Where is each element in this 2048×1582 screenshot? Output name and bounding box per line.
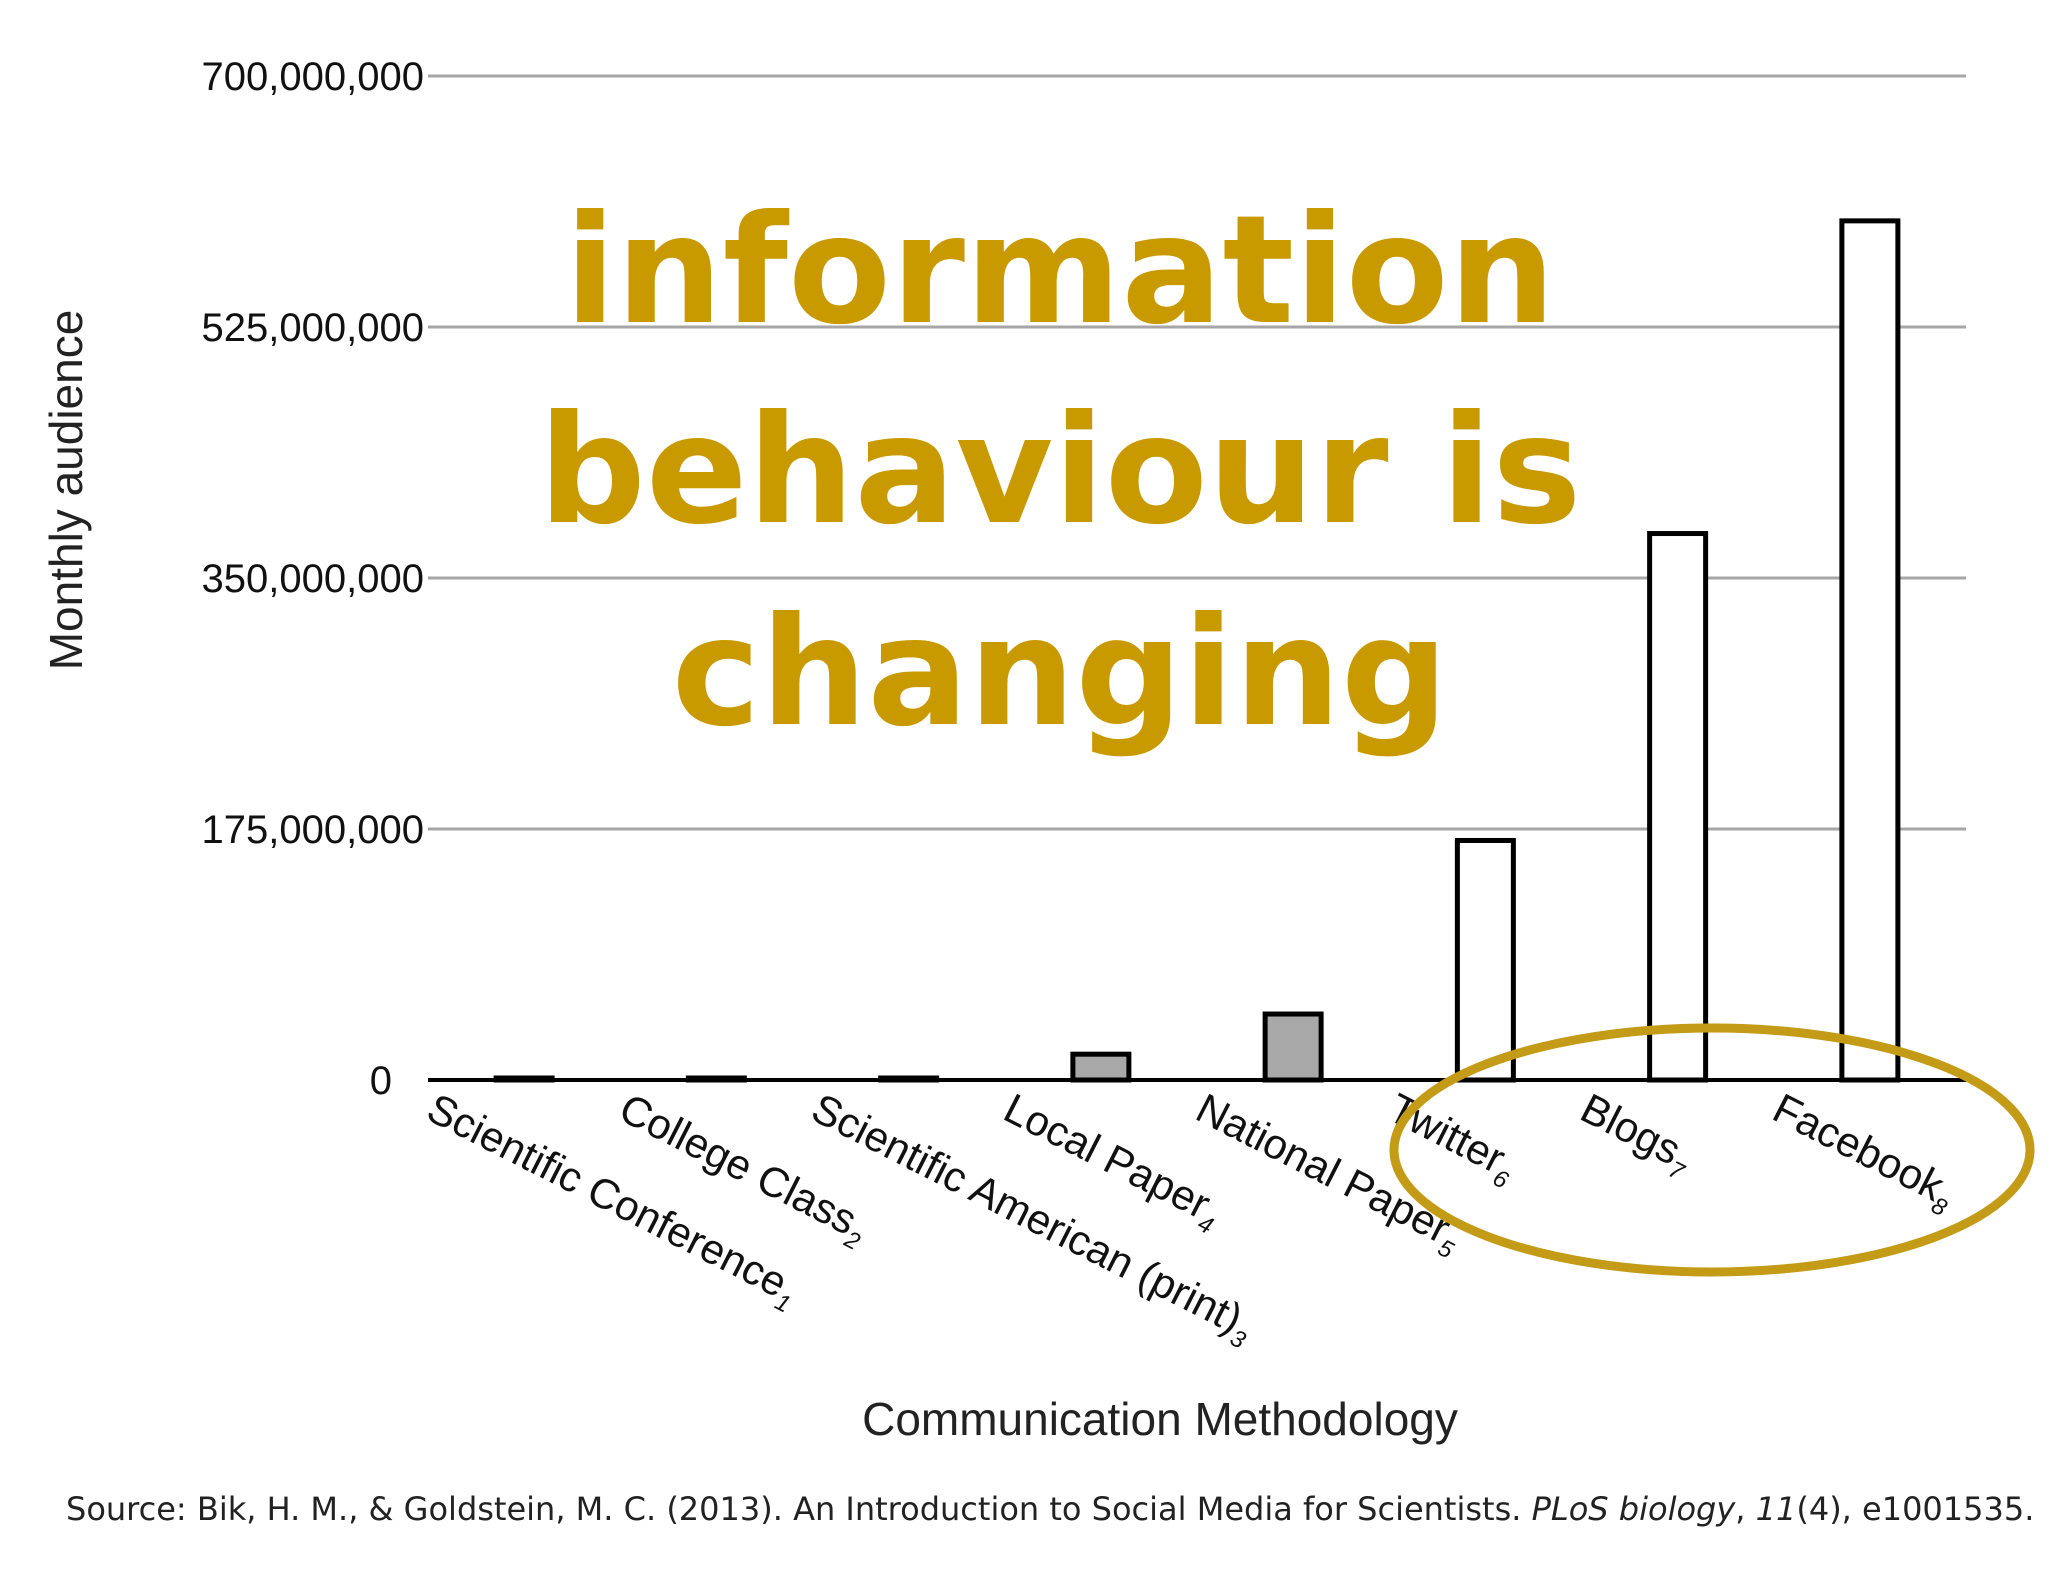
bar-blogs bbox=[1647, 531, 1709, 1083]
x-tick-label: Facebook8 bbox=[1763, 1084, 1964, 1222]
overlay-line: information bbox=[565, 184, 1556, 358]
x-tick-label: Scientific Conference1 bbox=[417, 1084, 807, 1318]
y-tick-label: 175,000,000 bbox=[202, 808, 424, 852]
bar-twitter bbox=[1454, 837, 1516, 1083]
x-axis-title: Communication Methodology bbox=[862, 1393, 1458, 1445]
bars bbox=[493, 218, 1901, 1083]
y-tick-labels: 0 175,000,000 350,000,000 525,000,000 700,00… bbox=[202, 55, 424, 1103]
overlay-line: changing bbox=[672, 586, 1449, 760]
bar-college-class bbox=[685, 1075, 747, 1083]
bar-scientific-conference bbox=[493, 1075, 555, 1083]
bar-facebook bbox=[1839, 218, 1901, 1083]
overlay-line: behaviour is bbox=[538, 384, 1581, 558]
source-journal: PLoS biology bbox=[1531, 1490, 1736, 1528]
source-volume: 11 bbox=[1755, 1490, 1797, 1528]
y-tick-label: 350,000,000 bbox=[202, 557, 424, 601]
highlight-ellipse bbox=[1389, 1023, 2035, 1277]
y-tick-label: 525,000,000 bbox=[202, 306, 424, 350]
bar-scientific-american-print bbox=[878, 1075, 940, 1083]
y-tick-label: 700,000,000 bbox=[202, 55, 424, 99]
y-axis-title: Monthly audience bbox=[40, 310, 92, 671]
bar-local-paper bbox=[1070, 1051, 1132, 1083]
source-citation: Source: Bik, H. M., & Goldstein, M. C. (… bbox=[66, 1490, 2034, 1528]
x-tick-label: Blogs7 bbox=[1570, 1084, 1701, 1187]
source-sep: , bbox=[1735, 1490, 1756, 1528]
source-issue: (4), e1001535. bbox=[1796, 1490, 2035, 1528]
bar-national-paper bbox=[1262, 1011, 1324, 1083]
gridlines bbox=[428, 74, 1966, 1082]
overlay-headline: information behaviour is changing bbox=[538, 184, 1581, 760]
y-tick-label: 0 bbox=[370, 1059, 392, 1103]
source-prefix: Source: Bik, H. M., & Goldstein, M. C. (… bbox=[66, 1490, 1532, 1528]
